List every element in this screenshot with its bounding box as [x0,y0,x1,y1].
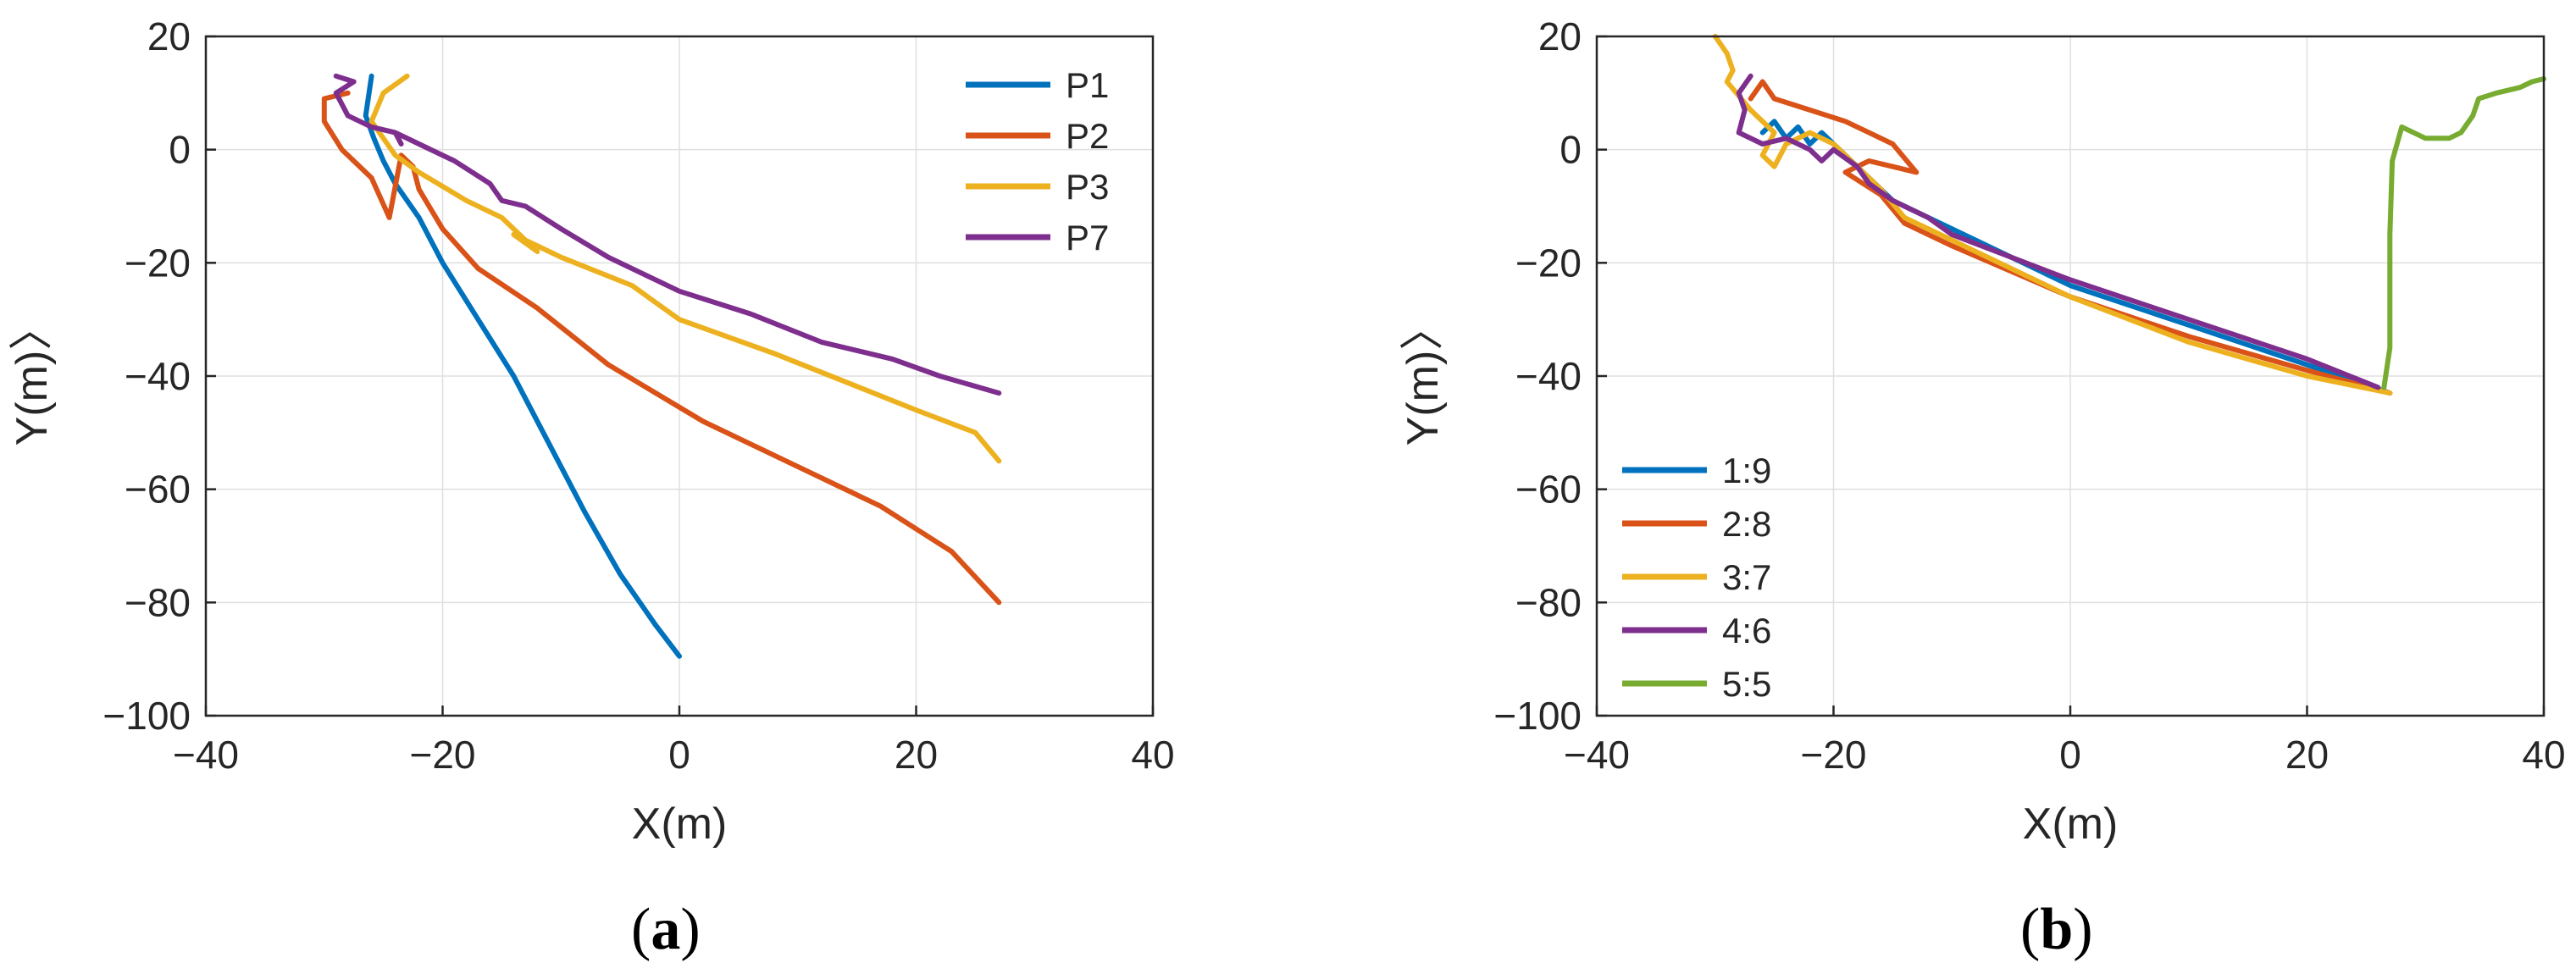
series-line-3-7 [1712,34,2393,396]
legend-a: P1 P2 P3 P7 [966,65,1109,257]
y-tick-labels-b: −100 −80 −60 −40 −20 0 20 [1493,14,1582,738]
legend-b: 1:9 2:8 3:7 4:6 5:5 [1622,451,1771,704]
legend-label: 1:9 [1722,451,1771,490]
x-tick-label: −40 [1564,733,1630,777]
legend-label: 4:6 [1722,611,1771,650]
legend-label: P1 [1066,65,1109,105]
panel-a-open-paren: ( [631,897,651,962]
x-tick-label: 0 [668,733,690,777]
y-tick-label: −20 [1515,241,1582,285]
series-line-p1 [363,73,682,659]
series-b [1712,34,2546,396]
x-tick-label: 20 [2285,733,2329,777]
x-tick-label: −20 [1800,733,1866,777]
y-axis-label-a: Y(m)〉 [8,307,57,446]
panel-b-open-paren: ( [2020,897,2040,962]
x-axis-label-b: X(m) [2023,800,2119,849]
panel-a-close-paren: ) [680,897,700,962]
legend-label: 2:8 [1722,504,1771,544]
series-line-p2 [321,90,1002,606]
series-line-1-9 [1759,119,2393,396]
y-tick-label: −100 [1493,694,1582,738]
panel-b-letter: b [2040,897,2073,962]
x-tick-label: 40 [2522,733,2565,777]
y-tick-label: −100 [102,694,191,738]
panel-label-a: (a) [631,897,701,962]
axes-frame-a [204,35,1155,717]
y-tick-label: −40 [1515,354,1582,398]
x-tick-label: 20 [895,733,938,777]
series-line-p3 [368,73,1002,464]
y-tick-labels-a: −100 −80 −60 −40 −20 0 20 [102,14,191,738]
series-line-4-6 [1736,73,2381,390]
panel-b-close-paren: ) [2073,897,2092,962]
series-a [321,73,1002,659]
y-tick-label: −80 [125,580,191,624]
x-tick-labels-a: −40 −20 0 20 40 [173,733,1175,777]
y-tick-label: −20 [125,241,191,285]
panel-label-b: (b) [2020,897,2093,962]
y-tick-label: 20 [1538,14,1582,58]
y-tick-label: 0 [1559,128,1582,172]
x-tick-label: 40 [1131,733,1174,777]
legend-label: P7 [1066,218,1109,257]
legend-label: P2 [1066,116,1109,156]
legend-label: P3 [1066,167,1109,207]
y-tick-label: −60 [1515,468,1582,512]
legend-label: 5:5 [1722,664,1771,704]
x-tick-label: −40 [173,733,239,777]
panel-a-letter: a [651,897,680,962]
y-tick-label: 0 [169,128,191,172]
x-tick-labels-b: −40 −20 0 20 40 [1564,733,2566,777]
plot-a: −40 −20 0 20 40 −100 −80 −60 −40 −20 0 20 X(m) Y(m… [8,14,1175,962]
x-axis-label-a: X(m) [632,800,728,849]
y-tick-label: 20 [147,14,191,58]
series-line-5-5 [2381,76,2546,390]
y-tick-label: −40 [125,354,191,398]
legend-label: 3:7 [1722,557,1771,597]
axes-frame-b [1595,35,2546,717]
series-line-p7 [333,73,1002,396]
x-tick-label: 0 [2059,733,2081,777]
y-axis-label-b: Y(m)〉 [1399,307,1448,446]
plot-b: −40 −20 0 20 40 −100 −80 −60 −40 −20 0 20 X(m) Y(m… [1399,14,2566,962]
y-tick-label: −80 [1515,580,1582,624]
y-tick-label: −60 [125,468,191,512]
x-tick-label: −20 [409,733,475,777]
